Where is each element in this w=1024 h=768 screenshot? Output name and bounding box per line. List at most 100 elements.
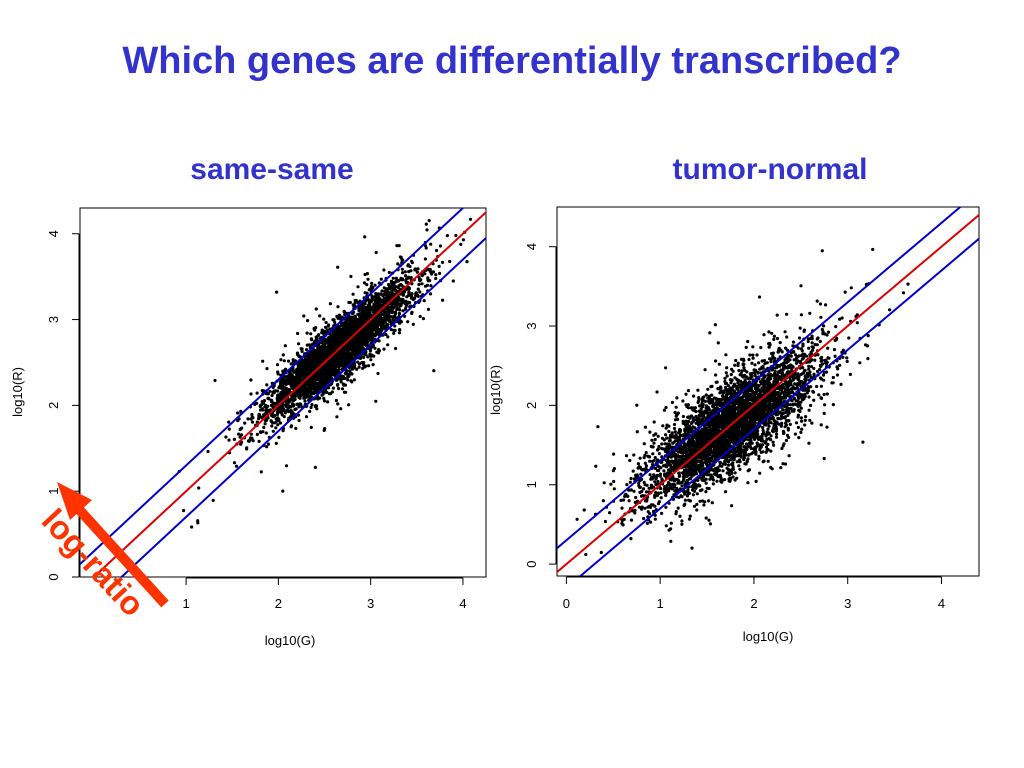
- data-point: [285, 405, 289, 409]
- data-point: [297, 342, 301, 346]
- data-point: [358, 321, 362, 325]
- data-point: [332, 336, 336, 341]
- data-point: [239, 409, 243, 413]
- data-point: [257, 415, 261, 419]
- data-point: [314, 358, 318, 362]
- data-point: [723, 478, 727, 482]
- data-point: [681, 414, 686, 419]
- data-point: [367, 332, 371, 336]
- data-point: [305, 371, 309, 375]
- data-point: [325, 328, 329, 332]
- data-point: [687, 517, 692, 521]
- data-point: [347, 300, 351, 305]
- data-point: [461, 238, 465, 242]
- data-point: [812, 398, 816, 402]
- data-point: [326, 400, 330, 404]
- reference-line: [92, 210, 486, 577]
- data-point: [397, 308, 401, 312]
- data-point: [349, 379, 353, 383]
- data-point: [401, 300, 405, 304]
- point-cloud: [177, 217, 473, 529]
- data-point: [403, 270, 407, 274]
- data-point: [407, 275, 411, 279]
- data-point: [375, 326, 379, 330]
- data-point: [371, 328, 375, 332]
- data-point: [771, 440, 775, 444]
- data-point: [286, 359, 291, 363]
- data-point: [329, 367, 333, 371]
- data-point: [422, 299, 426, 303]
- data-point: [274, 426, 278, 430]
- data-point: [771, 354, 775, 358]
- data-point: [323, 427, 327, 431]
- data-point: [301, 367, 305, 372]
- data-point: [808, 418, 812, 422]
- data-point: [397, 331, 401, 335]
- data-point: [448, 259, 452, 264]
- data-point: [413, 296, 417, 300]
- data-point: [293, 375, 297, 379]
- data-point: [404, 279, 408, 283]
- data-point: [291, 360, 295, 364]
- data-point: [733, 363, 737, 367]
- data-point: [391, 276, 395, 280]
- data-point: [823, 403, 827, 407]
- data-point: [329, 376, 333, 380]
- data-point: [303, 361, 307, 365]
- data-point: [356, 285, 360, 289]
- data-point: [386, 307, 390, 311]
- data-point: [317, 346, 321, 351]
- data-point: [304, 415, 309, 419]
- data-point: [389, 315, 393, 319]
- data-point: [365, 338, 369, 342]
- data-point: [247, 439, 251, 443]
- data-point: [262, 413, 266, 417]
- data-point: [385, 287, 389, 291]
- data-point: [270, 400, 274, 404]
- data-point: [337, 338, 341, 342]
- data-point: [314, 374, 318, 378]
- data-point: [428, 269, 432, 273]
- data-point: [417, 282, 421, 287]
- data-point: [353, 343, 357, 347]
- data-point: [359, 340, 363, 344]
- data-point: [355, 367, 359, 371]
- data-point: [382, 268, 386, 272]
- data-point: [357, 365, 361, 369]
- data-point: [295, 351, 300, 355]
- data-point: [330, 359, 334, 364]
- data-point: [328, 345, 332, 349]
- data-point: [392, 328, 396, 332]
- data-point: [320, 346, 324, 350]
- data-point: [288, 415, 293, 419]
- reference-line: [80, 208, 465, 566]
- data-point: [333, 361, 338, 365]
- data-point: [296, 390, 300, 394]
- data-point: [377, 348, 381, 352]
- data-point: [698, 404, 702, 408]
- data-point: [356, 337, 360, 341]
- data-point: [276, 417, 280, 421]
- data-point: [265, 383, 269, 387]
- data-point: [224, 435, 228, 439]
- data-point: [284, 464, 289, 468]
- data-point: [234, 464, 239, 468]
- data-point: [343, 335, 347, 339]
- data-point: [840, 316, 844, 320]
- data-point: [227, 438, 231, 442]
- data-point: [366, 355, 370, 359]
- data-point: [320, 328, 324, 332]
- data-point: [328, 302, 332, 306]
- data-point: [334, 354, 338, 358]
- data-point: [213, 378, 217, 383]
- data-point: [336, 334, 340, 338]
- data-point: [352, 364, 356, 368]
- data-point: [434, 276, 438, 281]
- data-point: [355, 334, 359, 339]
- data-point: [389, 320, 393, 325]
- y-tick-label: 0: [46, 573, 61, 580]
- data-point: [255, 391, 259, 395]
- data-point: [227, 420, 231, 424]
- data-point: [310, 338, 314, 342]
- data-point: [379, 277, 383, 281]
